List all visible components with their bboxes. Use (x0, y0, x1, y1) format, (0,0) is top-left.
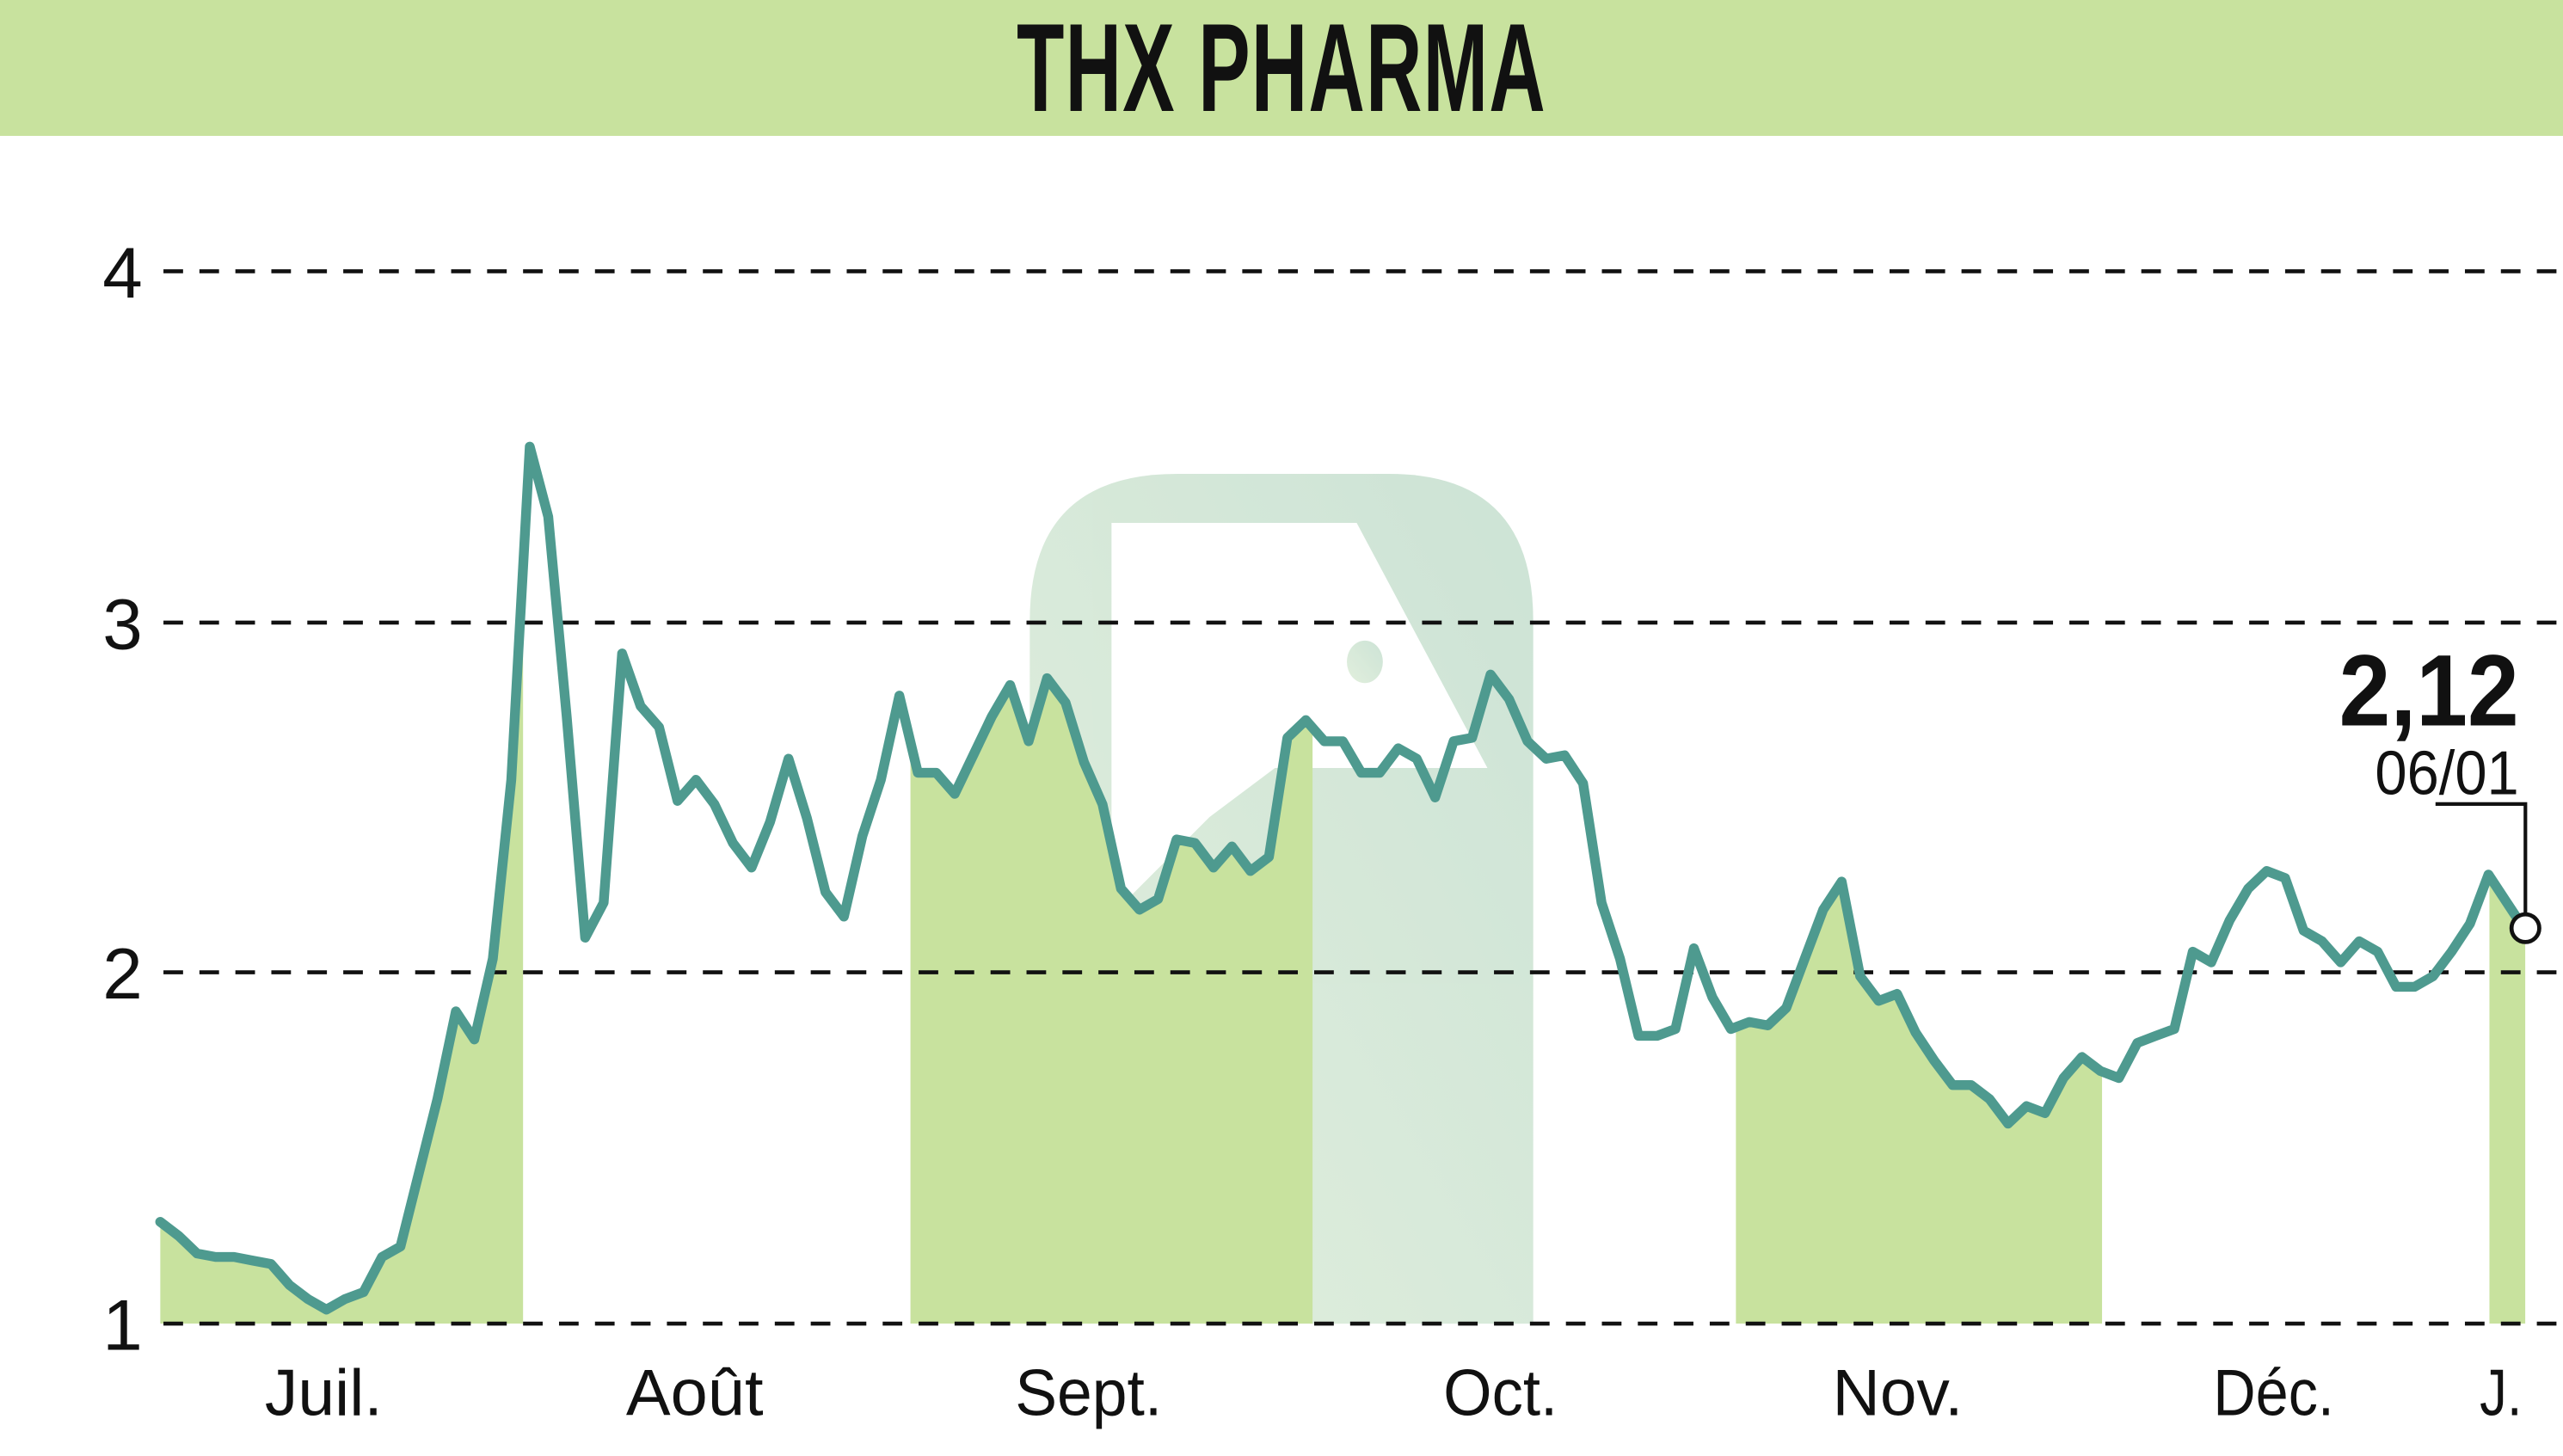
x-label-juil: Juil. (265, 1357, 383, 1430)
price-line (155, 441, 2530, 1315)
last-price-annotation: 2,12 06/01 (2339, 634, 2541, 944)
y-tick-4: 4 (102, 232, 143, 313)
last-date-label: 06/01 (2375, 739, 2518, 808)
x-label-aout: Août (626, 1357, 764, 1430)
gridlines (163, 269, 2563, 1326)
last-value-label: 2,12 (2339, 634, 2519, 747)
chart-title: THX PHARMA (1017, 0, 1546, 138)
band-nov (1736, 446, 2103, 1324)
y-tick-3: 3 (102, 583, 143, 664)
annotation-leader-line (2435, 802, 2528, 916)
x-label-dec: Déc. (2213, 1357, 2334, 1430)
y-tick-2: 2 (102, 933, 143, 1014)
title-banner: THX PHARMA (0, 0, 2563, 136)
x-label-nov: Nov. (1832, 1357, 1963, 1430)
y-tick-1: 1 (102, 1285, 143, 1366)
x-label-oct: Oct. (1443, 1357, 1558, 1430)
band-juil (160, 446, 524, 1324)
x-label-jan: J. (2480, 1357, 2522, 1430)
last-point-marker-icon (2509, 912, 2541, 944)
x-label-sept: Sept. (1015, 1357, 1162, 1430)
